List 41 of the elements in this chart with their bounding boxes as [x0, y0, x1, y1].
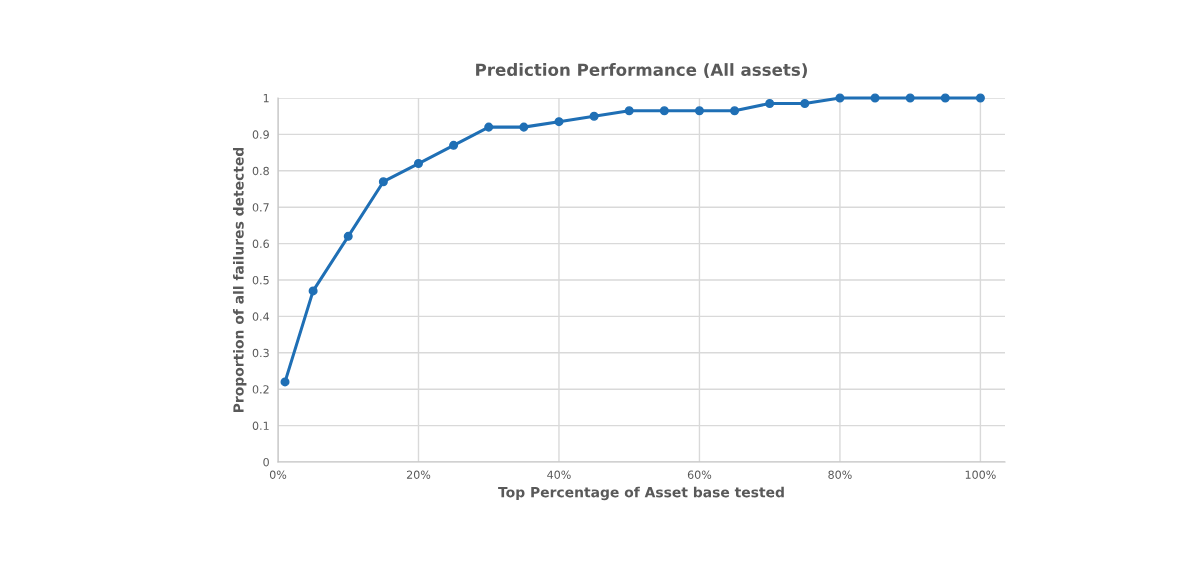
- point: [308, 286, 318, 296]
- point: [589, 111, 599, 121]
- y-tick-label: 0.8: [252, 166, 269, 176]
- x-axis-title: Top Percentage of Asset base tested: [498, 486, 784, 501]
- y-tick-label: 0.3: [252, 348, 269, 358]
- y-tick-label: 0.7: [252, 203, 269, 212]
- point: [624, 106, 634, 116]
- y-tick-label: 0.1: [252, 421, 269, 430]
- point: [800, 98, 810, 108]
- x-tick-label: 60%: [687, 470, 712, 479]
- y-axis-title: Proportion of all failures detected: [233, 147, 247, 413]
- point: [765, 98, 775, 108]
- point: [413, 159, 423, 169]
- point: [694, 106, 704, 116]
- y-tick-label: 1: [263, 94, 269, 103]
- x-tick-label: 80%: [828, 470, 852, 479]
- point: [940, 93, 950, 103]
- point: [554, 117, 564, 127]
- point: [449, 140, 459, 150]
- point: [343, 231, 353, 241]
- chart-title: Prediction Performance (All assets): [476, 63, 807, 78]
- y-tick-label: 0.2: [252, 385, 269, 394]
- point: [730, 106, 740, 116]
- x-tick-label: 100%: [965, 470, 996, 479]
- point: [484, 122, 494, 132]
- x-tick-label: 20%: [406, 470, 431, 479]
- point: [659, 106, 669, 116]
- x-tick-label: 40%: [547, 470, 571, 479]
- point: [905, 93, 915, 103]
- y-tick-label: 0.6: [252, 239, 269, 248]
- y-tick-label: 0.9: [252, 130, 269, 139]
- x-tick-label: 0%: [269, 470, 287, 479]
- point: [870, 93, 880, 103]
- point: [378, 177, 388, 187]
- point: [975, 93, 985, 103]
- y-tick-label: 0: [263, 457, 269, 467]
- point: [280, 377, 290, 387]
- y-tick-label: 0.4: [252, 312, 270, 321]
- y-tick-label: 0.5: [252, 275, 269, 285]
- point: [835, 93, 845, 103]
- point: [519, 122, 529, 132]
